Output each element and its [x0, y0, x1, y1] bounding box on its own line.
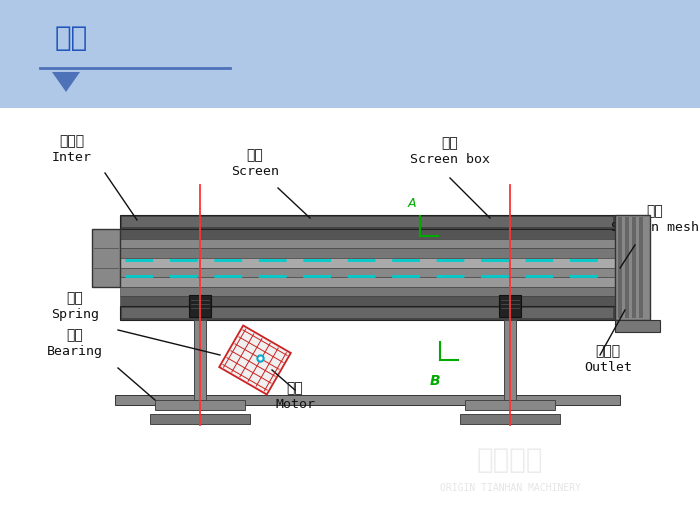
Bar: [625, 217, 629, 318]
Bar: [0, 108, 700, 525]
Bar: [499, 295, 521, 317]
Text: Screen: Screen: [231, 165, 279, 178]
Bar: [115, 395, 620, 405]
Bar: [504, 320, 516, 400]
Bar: [194, 320, 206, 400]
Text: 结构: 结构: [55, 24, 88, 52]
Bar: [92, 229, 120, 287]
Text: 筛框: 筛框: [246, 148, 263, 162]
Text: Screen box: Screen box: [410, 153, 490, 166]
Bar: [465, 400, 555, 410]
Text: 支座: 支座: [66, 328, 83, 342]
Text: Inter: Inter: [52, 151, 92, 164]
Text: 出料口: 出料口: [596, 344, 621, 358]
Bar: [615, 320, 660, 332]
Text: ORIGIN TIANHAN MACHINERY: ORIGIN TIANHAN MACHINERY: [440, 483, 580, 493]
Bar: [120, 215, 615, 229]
Bar: [615, 215, 650, 320]
Text: 筛网: 筛网: [647, 204, 664, 218]
Bar: [120, 306, 615, 320]
Bar: [632, 217, 636, 318]
Bar: [460, 414, 560, 424]
Text: 电机: 电机: [286, 381, 303, 395]
Bar: [155, 400, 245, 410]
Text: Outlet: Outlet: [584, 361, 632, 374]
Text: 弹簧: 弹簧: [66, 291, 83, 305]
Polygon shape: [52, 72, 80, 92]
Bar: [189, 295, 211, 317]
Bar: [120, 229, 615, 239]
Text: Bearing: Bearing: [47, 345, 103, 358]
Text: 天汉机械: 天汉机械: [477, 446, 543, 474]
Text: Spring: Spring: [51, 308, 99, 321]
Bar: [120, 277, 615, 287]
Bar: [639, 217, 643, 318]
Bar: [120, 287, 615, 297]
Bar: [618, 217, 622, 318]
Bar: [150, 414, 250, 424]
Text: 进料口: 进料口: [60, 134, 85, 148]
Bar: [120, 258, 615, 268]
Text: Screen mesh: Screen mesh: [611, 221, 699, 234]
Bar: [122, 217, 613, 227]
Text: Motor: Motor: [275, 398, 315, 411]
Text: 筛箱: 筛箱: [442, 136, 458, 150]
Bar: [0, 0, 700, 108]
Bar: [120, 239, 615, 248]
Bar: [120, 248, 615, 258]
Polygon shape: [219, 326, 290, 394]
Bar: [122, 308, 613, 318]
Bar: [120, 268, 615, 277]
Text: A: A: [407, 197, 416, 210]
Bar: [120, 297, 615, 306]
Text: B: B: [430, 374, 440, 388]
